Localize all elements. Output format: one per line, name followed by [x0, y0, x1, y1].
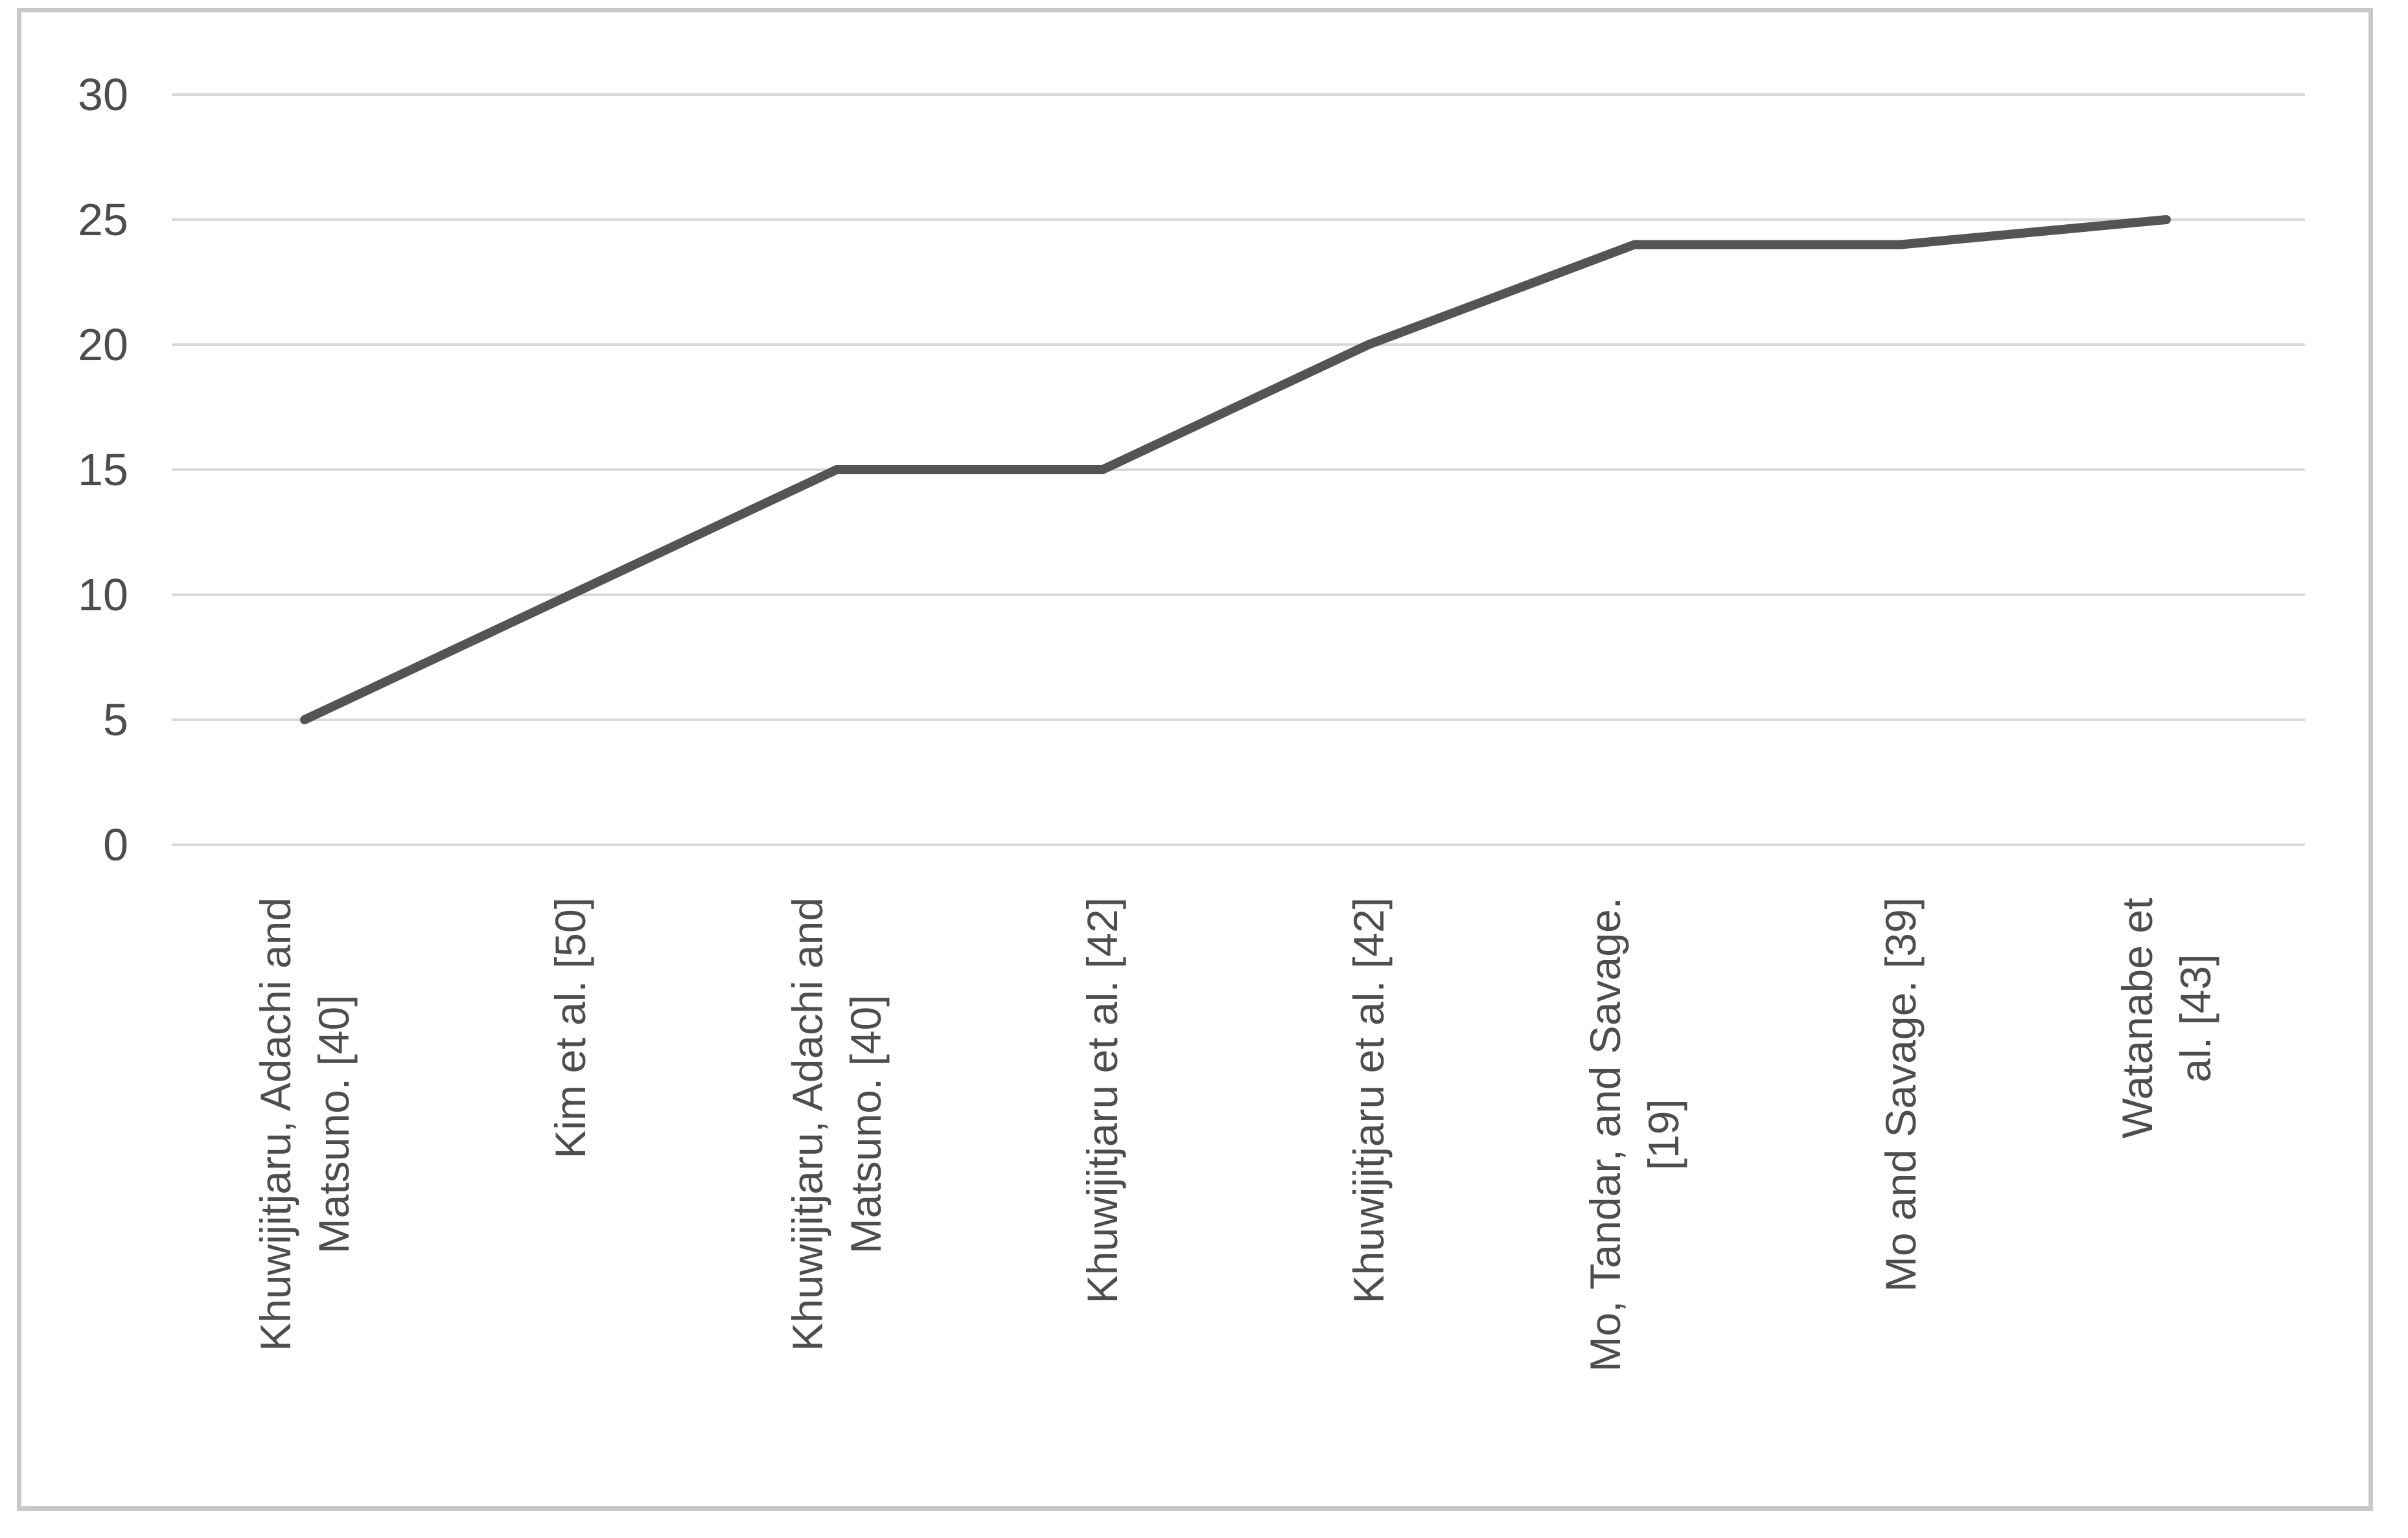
- y-tick-label: 0: [103, 820, 128, 870]
- gridlines: [172, 93, 2305, 846]
- x-category-label: Khuwijitjaru, Adachi and Matsuno. [40]: [251, 897, 358, 1351]
- y-tick-label: 25: [78, 194, 128, 245]
- x-category-label: Kim et al. [50]: [546, 897, 595, 1159]
- x-category-label: Khuwijitjaru, Adachi and Matsuno. [40]: [783, 897, 890, 1351]
- y-tick-label: 20: [78, 319, 128, 370]
- y-tick-label: 10: [78, 569, 128, 620]
- x-category-label: Mo and Savage. [39]: [1876, 897, 1925, 1292]
- y-tick-label: 30: [78, 69, 128, 120]
- x-category-label: Khuwijitjaru et al. [42]: [1344, 897, 1393, 1304]
- x-category-label: Khuwijitjaru et al. [42]: [1078, 897, 1127, 1304]
- y-tick-label: 5: [103, 694, 128, 745]
- x-category-label: Watanabe et al. [43]: [2113, 897, 2219, 1139]
- series-line: [300, 215, 2171, 724]
- x-category-label: Mo, Tandar, and Savage. [19]: [1581, 897, 1688, 1372]
- y-tick-label: 15: [78, 444, 128, 495]
